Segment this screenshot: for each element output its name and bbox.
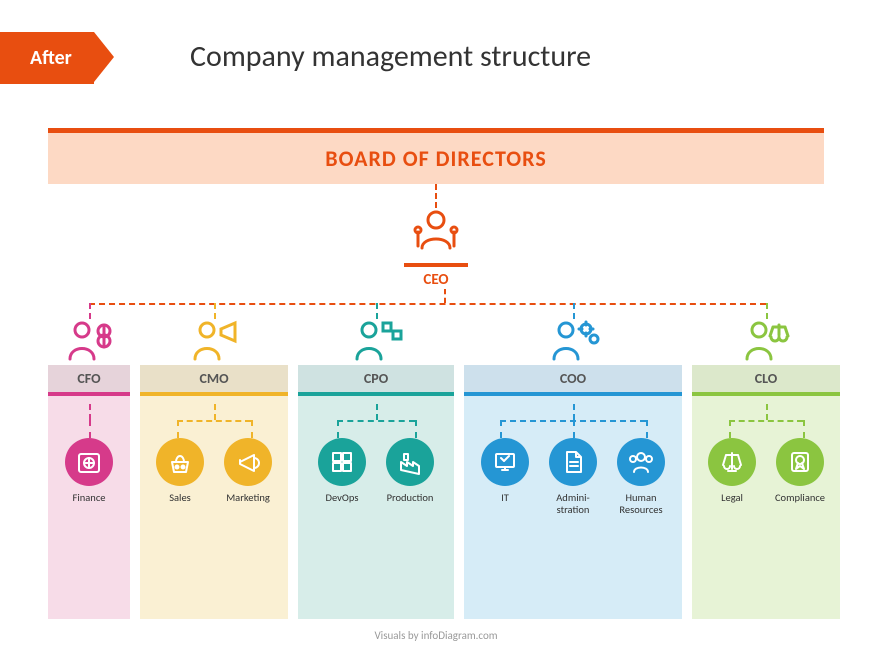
coo-person-icon — [546, 319, 600, 363]
dept-legal: Legal — [702, 438, 762, 504]
after-badge: After — [0, 32, 94, 84]
column-clo: CLO Legal Compliance — [692, 319, 840, 619]
connector-board-ceo — [435, 184, 437, 208]
legal-icon — [708, 438, 756, 486]
hr-label: HumanResources — [619, 492, 662, 515]
cpo-person-icon — [349, 319, 403, 363]
compliance-icon — [776, 438, 824, 486]
devops-label: DevOps — [326, 492, 359, 504]
ceo-node: CEO — [48, 208, 824, 289]
coo-connector — [464, 404, 682, 438]
clo-body: Legal Compliance — [692, 396, 840, 619]
dept-hr: HumanResources — [611, 438, 671, 515]
cfo-connector — [48, 404, 130, 438]
org-chart: BOARD OF DIRECTORS CEO CFO Finance CMO S… — [48, 128, 824, 618]
dept-sales: Sales — [150, 438, 210, 504]
cmo-header: CMO — [140, 365, 288, 396]
production-label: Production — [387, 492, 434, 504]
marketing-label: Marketing — [226, 492, 270, 504]
cpo-header: CPO — [298, 365, 454, 396]
cpo-body: DevOps Production — [298, 396, 454, 619]
it-icon — [481, 438, 529, 486]
cmo-body: Sales Marketing — [140, 396, 288, 619]
slide: After Company management structure BOARD… — [0, 0, 872, 648]
clo-connector — [692, 404, 840, 438]
clo-dept-row: Legal Compliance — [702, 438, 830, 504]
coo-dept-row: IT Admini-stration HumanResources — [475, 438, 671, 515]
connector-ceo-execs — [48, 289, 840, 319]
it-label: IT — [501, 492, 509, 504]
sales-label: Sales — [169, 492, 191, 504]
admin-label: Admini-stration — [556, 492, 590, 515]
column-cfo: CFO Finance — [48, 319, 130, 619]
cfo-dept-row: Finance — [59, 438, 119, 504]
dept-compliance: Compliance — [770, 438, 830, 504]
admin-icon — [549, 438, 597, 486]
ceo-person-icon — [408, 208, 464, 256]
dept-admin: Admini-stration — [543, 438, 603, 515]
sales-icon — [156, 438, 204, 486]
hr-icon — [617, 438, 665, 486]
exec-columns: CFO Finance CMO Sales Marketing CPO DevO… — [48, 319, 840, 619]
dept-marketing: Marketing — [218, 438, 278, 504]
cmo-person-icon — [187, 319, 241, 363]
clo-header: CLO — [692, 365, 840, 396]
cpo-connector — [298, 404, 454, 438]
coo-body: IT Admini-stration HumanResources — [464, 396, 682, 619]
clo-person-icon — [739, 319, 793, 363]
dept-production: Production — [380, 438, 440, 504]
column-coo: COO IT Admini-stration HumanResources — [464, 319, 682, 619]
devops-icon — [318, 438, 366, 486]
cfo-person-icon — [62, 319, 116, 363]
marketing-icon — [224, 438, 272, 486]
column-cmo: CMO Sales Marketing — [140, 319, 288, 619]
board-box: BOARD OF DIRECTORS — [48, 133, 824, 184]
badge-wrap: After — [0, 32, 94, 84]
credit-line: Visuals by infoDiagram.com — [0, 629, 872, 642]
dept-devops: DevOps — [312, 438, 372, 504]
coo-header: COO — [464, 365, 682, 396]
production-icon — [386, 438, 434, 486]
column-cpo: CPO DevOps Production — [298, 319, 454, 619]
cfo-body: Finance — [48, 396, 130, 619]
dept-it: IT — [475, 438, 535, 515]
cmo-connector — [140, 404, 288, 438]
dept-finance: Finance — [59, 438, 119, 504]
compliance-label: Compliance — [775, 492, 825, 504]
finance-label: Finance — [73, 492, 106, 504]
legal-label: Legal — [721, 492, 743, 504]
finance-icon — [65, 438, 113, 486]
cpo-dept-row: DevOps Production — [312, 438, 440, 504]
page-title: Company management structure — [190, 38, 591, 75]
ceo-underline — [404, 263, 468, 267]
cfo-header: CFO — [48, 365, 130, 396]
cmo-dept-row: Sales Marketing — [150, 438, 278, 504]
ceo-label: CEO — [48, 271, 824, 289]
